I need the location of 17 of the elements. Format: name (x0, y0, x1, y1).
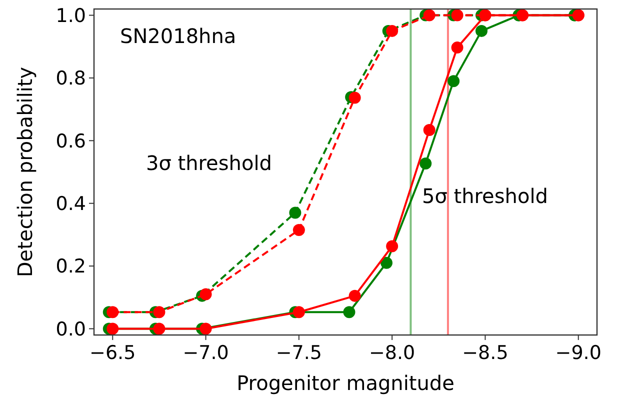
annotation: 3σ threshold (146, 151, 272, 175)
x-tick-label: −8.5 (462, 342, 508, 364)
y-tick-label: 0.8 (56, 68, 86, 90)
x-tick-label: −7.0 (182, 342, 229, 364)
x-tick-label: −7.5 (276, 342, 322, 364)
annotation: 5σ threshold (422, 184, 548, 208)
x-tick-label: −6.5 (90, 342, 136, 364)
y-tick-label: 0.4 (56, 192, 86, 215)
y-tick-label: 0.6 (56, 130, 86, 152)
y-axis-title: Detection probability (13, 66, 37, 278)
annotation: SN2018hna (120, 24, 236, 48)
x-axis-title: Progenitor magnitude (236, 371, 454, 395)
x-tick-label: −9.0 (555, 342, 602, 364)
y-tick-label: 0.2 (56, 256, 86, 278)
x-tick-label: −8.0 (369, 342, 416, 364)
y-tick-label: 1.0 (56, 4, 86, 27)
y-tick-label: 0.0 (56, 318, 86, 340)
